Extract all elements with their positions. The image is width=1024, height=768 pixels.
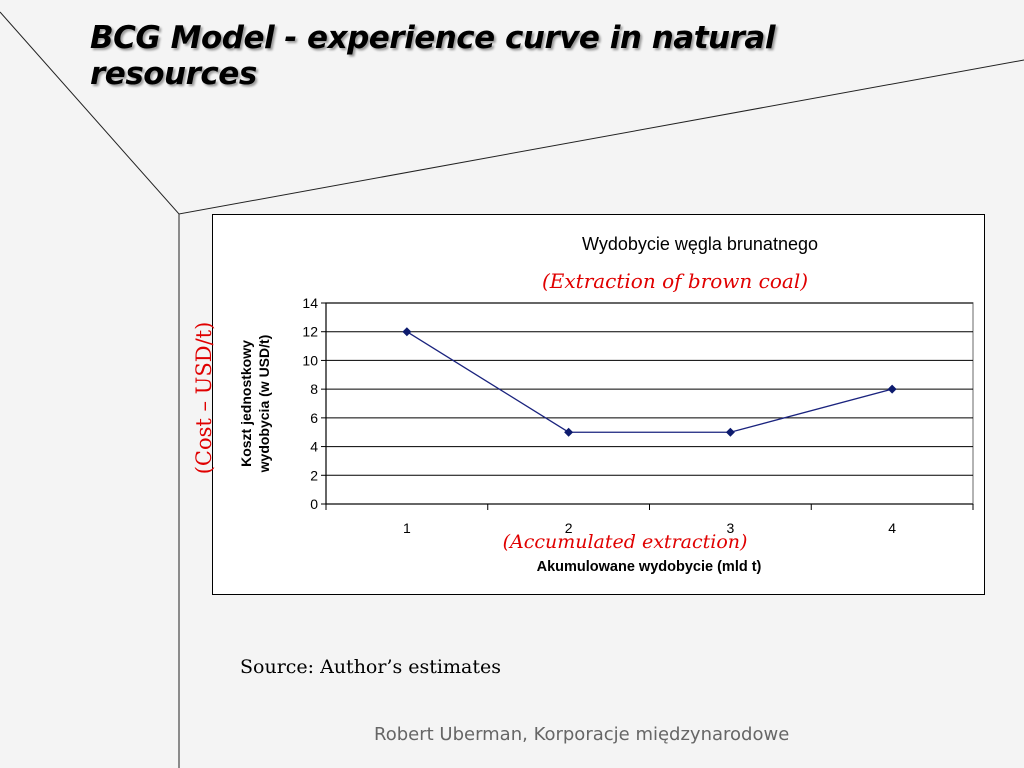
chart-subtitle: (Extraction of brown coal) <box>542 269 808 293</box>
chart-panel: 0 2 4 6 8 10 12 14 1 2 3 4 Wydobycie węgla brunatneg… <box>212 214 985 595</box>
series-line <box>406 331 893 433</box>
y-tick-label: 14 <box>302 295 318 311</box>
page-title: BCG Model - experience curve in natural … <box>90 20 775 92</box>
x-axis-annotation: (Accumulated extraction) <box>503 531 748 553</box>
y-axis-label-line: wydobycia (w USD/t) <box>256 335 272 474</box>
plot-area <box>325 302 974 505</box>
data-point <box>402 327 412 337</box>
data-point <box>887 384 897 394</box>
y-tick-label: 8 <box>310 381 318 397</box>
y-tick-label: 2 <box>310 467 318 483</box>
x-tick-label: 4 <box>888 520 896 536</box>
data-point <box>725 427 735 437</box>
source-note: Source: Author’s estimates <box>240 656 501 678</box>
x-axis-label: Akumulowane wydobycie (mld t) <box>537 559 762 575</box>
y-tick-label: 12 <box>302 324 318 340</box>
y-tick-label: 4 <box>310 439 318 455</box>
x-tick-label: 2 <box>565 520 573 536</box>
y-tick-label: 6 <box>310 410 318 426</box>
x-tick-label: 1 <box>403 520 411 536</box>
x-tick-label: 3 <box>726 520 734 536</box>
y-axis-annotation: (Cost – USD/t) <box>192 321 216 475</box>
y-tick-label: 0 <box>310 496 318 512</box>
y-axis-label: Koszt jednostkowy wydobycia (w USD/t) <box>238 335 272 474</box>
data-point <box>564 427 574 437</box>
chart-title: Wydobycie węgla brunatnego <box>582 234 818 254</box>
y-axis-label-line: Koszt jednostkowy <box>238 340 254 467</box>
footer-text: Robert Uberman, Korporacje międzynarodow… <box>374 724 790 745</box>
y-tick-label: 10 <box>302 352 318 368</box>
